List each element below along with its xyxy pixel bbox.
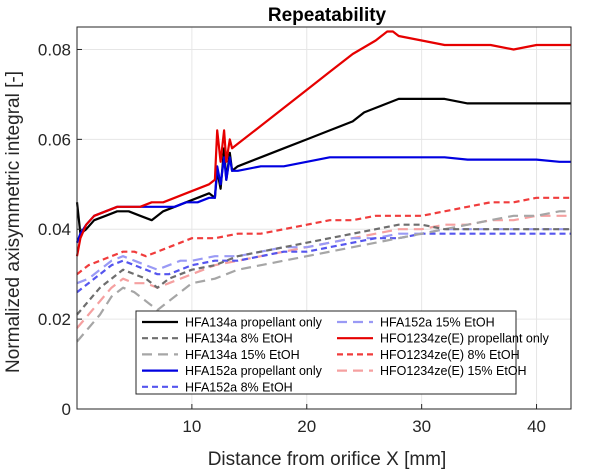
legend-label: HFO1234ze(E) propellant only — [380, 332, 550, 346]
x-tick-label: 40 — [527, 417, 546, 436]
x-tick-label: 30 — [412, 417, 431, 436]
y-tick-label: 0.08 — [38, 40, 71, 59]
series-group — [75, 30, 571, 343]
series-line-6 — [75, 30, 571, 257]
series-line-0 — [75, 97, 571, 235]
legend-box — [135, 310, 517, 395]
ticks: 10 20 30 40 0 0.02 0.04 0.06 0.08 — [38, 40, 546, 436]
legend-label: HFA134a 15% EtOH — [185, 348, 300, 362]
legend-label: HFO1234ze(E) 8% EtOH — [380, 348, 520, 362]
series-line-1 — [76, 223, 571, 316]
legend-label: HFA152a 8% EtOH — [185, 380, 293, 394]
x-tick-label: 20 — [297, 417, 316, 436]
legend-label: HFO1234ze(E) 15% EtOH — [380, 364, 527, 378]
x-axis-title: Distance from orifice X [mm] — [208, 449, 447, 470]
series-line-4 — [76, 232, 571, 294]
legend-label: HFA152a propellant only — [185, 364, 323, 378]
legend-label: HFA134a propellant only — [185, 316, 323, 330]
series-line-7 — [76, 196, 571, 276]
y-tick-label: 0 — [62, 400, 71, 419]
x-tick-label: 10 — [182, 417, 201, 436]
y-tick-label: 0.06 — [38, 130, 71, 149]
y-tick-label: 0.02 — [38, 310, 71, 329]
legend-label: HFA134a 8% EtOH — [185, 332, 293, 346]
legend: HFA134a propellant only HFA134a 8% EtOH HF… — [135, 310, 550, 395]
chart-title: Repeatability — [268, 5, 387, 26]
axes-box — [76, 26, 572, 410]
y-tick-label: 0.04 — [38, 220, 71, 239]
y-axis-title: Normalized axisymmetric integral [-] — [3, 71, 24, 373]
legend-label: HFA152a 15% EtOH — [380, 316, 495, 330]
series-line-2 — [76, 210, 571, 343]
